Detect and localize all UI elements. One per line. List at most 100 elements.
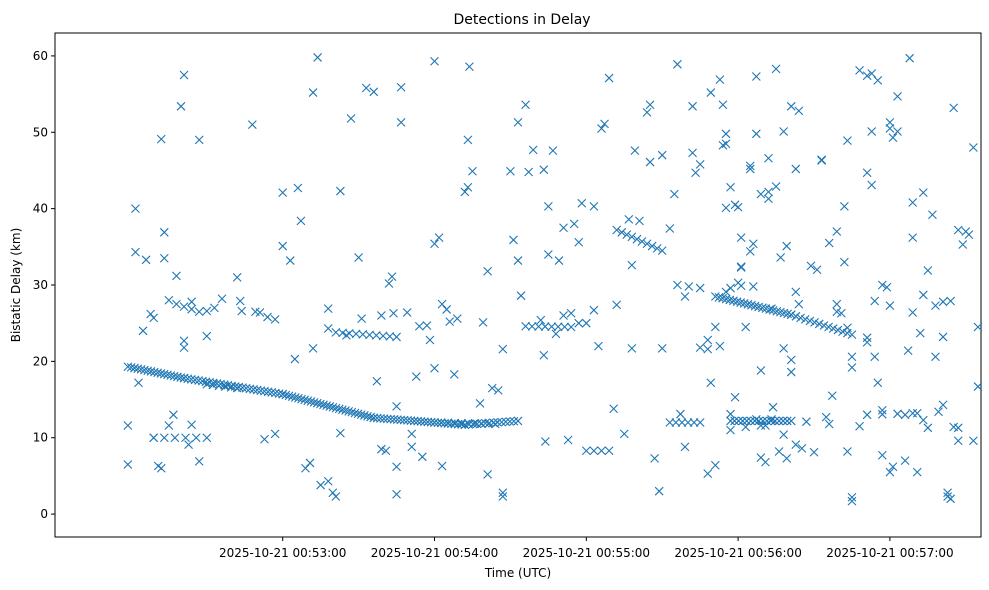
data-point [267,388,277,397]
data-point [245,384,255,394]
data-point [543,250,553,259]
data-point [839,201,849,211]
data-point [710,292,720,301]
data-point [969,436,978,446]
data-point [642,239,652,249]
data-point [764,153,773,163]
data-point [241,383,251,393]
data-point [953,225,963,235]
data-point [736,281,746,291]
data-point [323,304,333,314]
data-point [900,456,910,466]
data-point [782,241,792,251]
data-point [888,133,898,143]
data-point [877,405,887,415]
data-point [786,367,796,377]
data-point [399,415,409,425]
data-point [493,385,503,395]
data-point [802,417,811,427]
data-point [931,352,940,362]
data-point [509,235,518,245]
data-point [475,398,485,408]
data-point [721,139,731,149]
data-point [821,412,831,422]
data-point [301,463,310,473]
data-point [506,166,515,176]
data-point [637,237,647,246]
data-point [893,127,902,136]
data-point [342,331,351,340]
data-point [478,318,488,327]
data-point [756,421,766,430]
data-point [437,461,447,471]
data-point [430,239,439,249]
data-point [285,256,295,265]
data-point [885,301,895,311]
data-point [657,343,667,353]
data-point [232,272,242,282]
data-point [372,376,382,386]
data-point [782,416,792,426]
data-point [627,232,637,242]
data-point [460,187,470,197]
data-point [278,241,288,251]
data-point [338,328,347,338]
data-point [540,437,550,446]
data-point [836,308,846,318]
data-point [715,75,725,84]
data-point [540,322,550,331]
data-point [873,75,883,85]
data-point [296,216,306,226]
data-point [176,101,186,111]
data-point [197,376,207,386]
data-point [369,87,379,97]
data-point [425,335,435,345]
data-point [796,313,805,323]
data-point [908,198,918,207]
data-point [767,304,776,314]
data-point [581,318,591,328]
data-point [736,298,746,307]
data-point [477,419,487,429]
data-point [560,322,570,332]
data-point [396,117,406,127]
data-point [187,420,197,430]
data-point [969,143,978,152]
data-point [642,108,652,117]
data-point [392,332,401,342]
data-point [617,227,627,237]
data-point [181,433,190,443]
markers-layer [123,53,983,506]
data-point [725,295,735,305]
data-point [923,423,933,433]
y-axis-label: Bistatic Delay (km) [9,228,23,343]
data-point [819,321,829,330]
data-point [855,421,864,431]
data-point [260,386,269,396]
x-tick-label: 2025-10-21 00:55:00 [523,546,650,560]
data-point [581,446,591,456]
data-point [797,444,807,453]
data-point [794,299,804,309]
data-point [402,308,412,317]
data-point [433,418,443,428]
data-point [847,352,857,362]
data-point [888,462,898,472]
x-axis: 2025-10-21 00:53:00 2025-10-21 00:54:00 20… [219,537,954,560]
data-point [893,409,902,419]
data-point [164,421,174,430]
data-point [547,322,557,332]
data-point [597,124,606,133]
data-point [657,246,667,256]
data-point [893,91,902,101]
data-point [847,496,857,506]
data-point [483,469,493,479]
data-point [417,452,427,462]
data-point [761,457,770,467]
data-point [706,88,716,97]
data-point [463,182,473,192]
data-point [559,223,568,233]
data-point [726,425,735,435]
data-point [524,167,534,177]
data-point [862,333,872,343]
